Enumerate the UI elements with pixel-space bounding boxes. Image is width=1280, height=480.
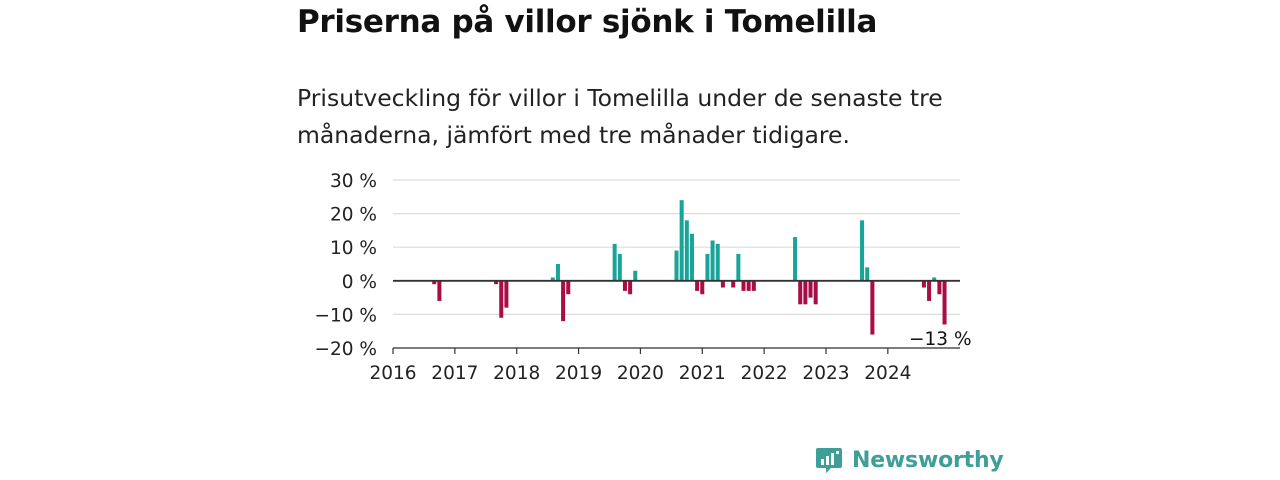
x-tick-label: 2024 [864, 363, 911, 384]
y-tick-label: 20 % [330, 205, 377, 226]
bar [736, 253, 741, 281]
bar [927, 280, 932, 301]
bar-chart: 30 % 20 % 10 % 0 % −10 % −20 % 2016 2017 2018 201… [314, 171, 971, 384]
brand-name: Newsworthy [852, 447, 1004, 473]
bar [566, 280, 571, 295]
bar-layer [432, 200, 947, 335]
chart-title: Priserna på villor sjönk i Tomelilla [297, 4, 878, 40]
bar [494, 280, 499, 285]
x-tick-label: 2020 [617, 363, 664, 384]
bar [808, 280, 813, 298]
y-tick-label: 30 % [330, 171, 377, 192]
bar [550, 277, 555, 281]
bar [555, 264, 560, 281]
newsworthy-logo-icon [816, 448, 842, 473]
chart-subtitle: Prisutveckling för villor i Tomelilla un… [297, 84, 943, 149]
bar [561, 280, 566, 322]
bar [870, 280, 875, 335]
bar [798, 280, 803, 305]
bar [715, 243, 720, 281]
bar [793, 237, 798, 281]
bar [695, 280, 700, 291]
bar [865, 267, 870, 281]
x-tick-label: 2021 [679, 363, 726, 384]
last-value-annotation: −13 % [909, 329, 972, 350]
bar [674, 250, 679, 281]
bar [803, 280, 808, 305]
bar [710, 240, 715, 281]
bar [432, 280, 437, 285]
x-tick-label: 2018 [493, 363, 540, 384]
bar [622, 280, 627, 291]
bar [813, 280, 818, 305]
bar [633, 270, 638, 281]
bar [751, 280, 756, 291]
y-tick-label: 0 % [342, 272, 377, 293]
bar [937, 280, 942, 295]
bar [504, 280, 509, 308]
bar [746, 280, 751, 291]
bar [437, 280, 442, 301]
y-tick-label: 10 % [330, 238, 377, 259]
bar [617, 253, 622, 281]
bar [612, 243, 617, 281]
bar [689, 233, 694, 281]
bar [921, 280, 926, 288]
x-tick-label: 2023 [802, 363, 849, 384]
bar [628, 280, 633, 295]
x-tick-label: 2016 [369, 363, 416, 384]
bar [684, 220, 689, 281]
x-tick-label: 2022 [741, 363, 788, 384]
bar [720, 280, 725, 288]
y-tick-label: −10 % [314, 305, 377, 326]
y-tick-label: −20 % [314, 339, 377, 360]
bar [679, 200, 684, 281]
axis-layer: 30 % 20 % 10 % 0 % −10 % −20 % 2016 2017 2018 201… [314, 171, 971, 384]
x-tick-label: 2017 [431, 363, 478, 384]
bar [499, 280, 504, 318]
bar [700, 280, 705, 295]
bar [860, 220, 865, 281]
x-tick-label: 2019 [555, 363, 602, 384]
bar [731, 280, 736, 288]
brand: Newsworthy [815, 446, 1004, 474]
bar [932, 277, 937, 281]
bar [942, 280, 947, 325]
bar [705, 253, 710, 281]
bar [741, 280, 746, 291]
